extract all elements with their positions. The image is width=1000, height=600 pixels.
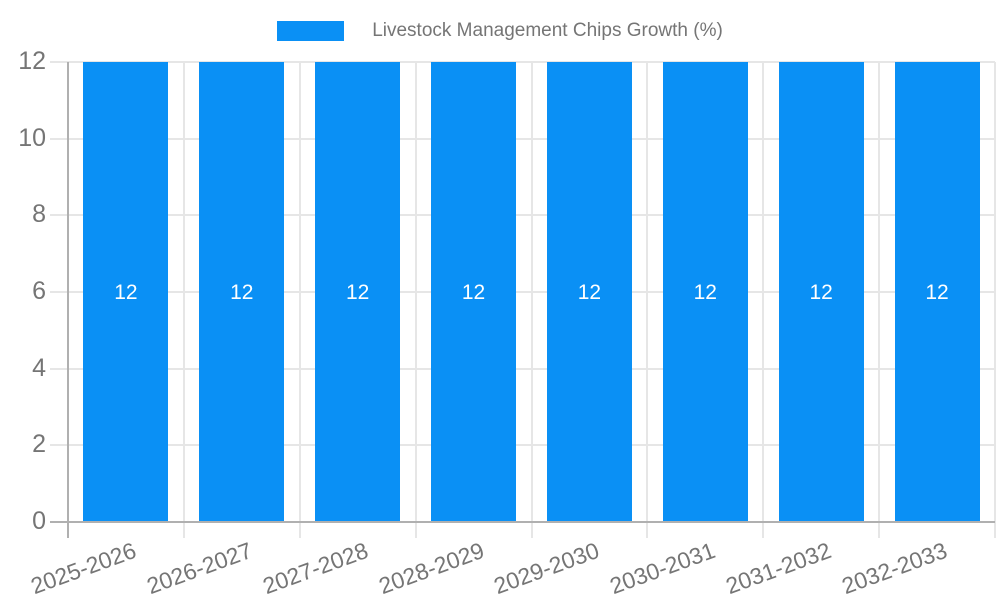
y-tick-label: 2 — [32, 430, 46, 459]
bar-value-label: 12 — [577, 281, 602, 304]
bar: 12 — [894, 62, 980, 522]
x-tick-label: 2028-2029 — [374, 537, 488, 600]
bar-value-label: 12 — [114, 281, 138, 304]
bar: 12 — [778, 62, 864, 522]
x-tick-label: 2030-2031 — [606, 537, 719, 600]
x-gridline — [298, 62, 301, 538]
y-tick-label: 10 — [18, 123, 46, 152]
y-gridline — [50, 137, 995, 140]
y-gridline — [50, 61, 995, 63]
y-tick-label: 6 — [32, 277, 46, 305]
legend-swatch — [277, 21, 345, 41]
y-tick-label: 0 — [32, 507, 46, 535]
x-gridline — [994, 62, 996, 538]
x-gridline — [878, 62, 881, 538]
y-gridline — [50, 367, 995, 370]
y-axis-line — [67, 62, 69, 538]
bar: 12 — [315, 62, 401, 522]
x-tick-label: 2031-2032 — [722, 537, 835, 600]
x-tick-label: 2027-2028 — [258, 537, 372, 600]
x-gridline — [762, 62, 765, 538]
bar: 12 — [546, 62, 632, 522]
x-gridline — [182, 62, 185, 538]
bar: 12 — [199, 62, 285, 522]
x-gridline — [414, 62, 417, 538]
bar: 12 — [431, 62, 517, 522]
bar-value-label: 12 — [925, 281, 949, 304]
x-tick-label: 2025-2026 — [27, 537, 140, 600]
x-tick-label: 2032-2033 — [838, 537, 951, 600]
y-tick-label: 8 — [32, 200, 46, 229]
bar-value-label: 12 — [230, 281, 254, 304]
y-gridline — [50, 444, 995, 447]
bar-value-label: 12 — [809, 281, 833, 304]
chart-legend: Livestock Management Chips Growth (%) — [0, 16, 1000, 46]
x-tick-label: 2026-2027 — [143, 537, 256, 600]
y-gridline — [50, 214, 995, 217]
x-gridline — [646, 62, 649, 538]
x-axis-line — [50, 521, 995, 523]
y-tick-label: 4 — [32, 353, 46, 382]
bar-value-label: 12 — [693, 281, 717, 304]
y-gridline — [50, 291, 995, 293]
legend-label: Livestock Management Chips Growth (%) — [372, 20, 723, 41]
x-tick-label: 2029-2030 — [490, 537, 603, 600]
bar: 12 — [83, 62, 169, 522]
bar-value-label: 12 — [346, 281, 370, 304]
y-tick-label: 12 — [18, 47, 46, 75]
bar: 12 — [662, 62, 748, 522]
x-gridline — [530, 62, 533, 538]
bar-value-label: 12 — [461, 281, 486, 304]
